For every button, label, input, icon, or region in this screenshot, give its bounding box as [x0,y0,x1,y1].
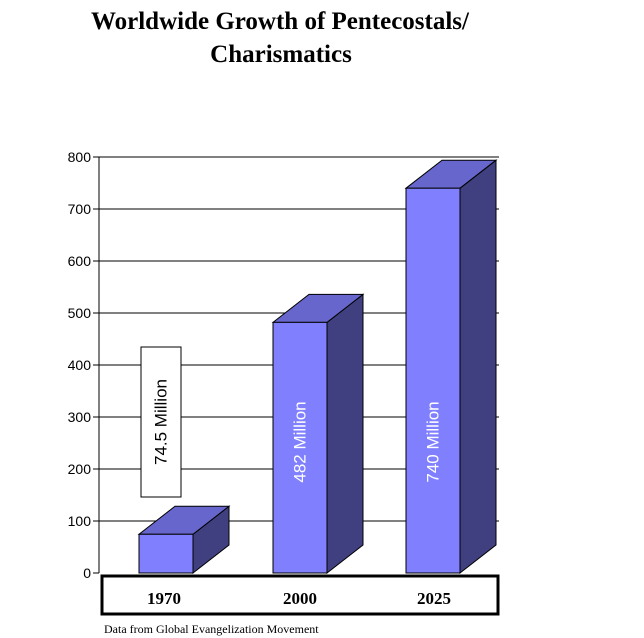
category-box [100,574,500,616]
data-label-1970: 74.5 Million [152,379,171,465]
bars [137,159,498,575]
category-label-2025: 2025 [417,589,451,608]
y-tick-label: 800 [68,149,92,165]
bar-2025 [405,187,461,574]
category-label-1970: 1970 [147,589,181,608]
y-tick-label: 600 [68,253,92,269]
chart-title-line-2: Charismatics [210,41,352,68]
y-tick-label: 400 [68,357,92,373]
bar-2000-side [326,293,364,575]
chart-title-line-1: Worldwide Growth of Pentecostals/ [91,8,469,35]
y-tick-labels: 0 100 200 300 400 500 600 700 800 [68,149,92,581]
y-tick-label: 500 [68,305,92,321]
data-label-2025: 740 Million [424,401,443,482]
source-note: Data from Global Evangelization Movement [104,622,319,636]
category-axis-box: 1970 2000 2025 [100,574,500,616]
y-tick-label: 200 [68,461,92,477]
data-labels: 74.5 Million 482 Million 740 Million [140,346,443,498]
y-tick-label: 100 [68,513,92,529]
y-tick-label: 0 [83,565,91,581]
bar-2025-side [459,159,497,575]
y-tick-label: 700 [68,201,92,217]
y-tick-label: 300 [68,409,92,425]
data-label-2000: 482 Million [291,401,310,482]
bar-2000 [272,321,328,574]
axes [93,156,100,574]
category-label-2000: 2000 [283,589,317,608]
bar-1970 [138,533,194,574]
data-label-box-1970 [140,346,182,498]
